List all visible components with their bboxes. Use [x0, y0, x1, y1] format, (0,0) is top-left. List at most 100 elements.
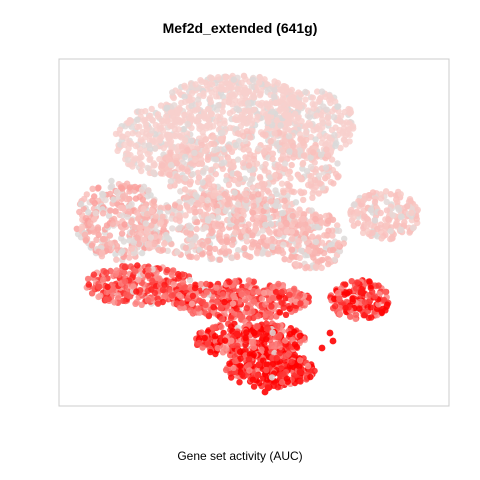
- cell-point: [182, 84, 189, 91]
- cell-point: [289, 212, 296, 220]
- cell-point: [145, 142, 153, 149]
- cell-point: [240, 207, 247, 215]
- cell-point: [260, 289, 268, 297]
- cell-point: [207, 166, 215, 174]
- cell-point: [273, 354, 280, 362]
- cell-point: [385, 216, 392, 223]
- cell-point: [258, 295, 266, 303]
- cell-point: [120, 193, 127, 200]
- cell-point: [176, 225, 183, 232]
- cell-point: [394, 204, 402, 211]
- cell-point: [281, 160, 289, 167]
- cell-point: [249, 175, 256, 182]
- cell-point: [310, 254, 317, 261]
- cell-point: [218, 315, 226, 323]
- cell-point: [253, 160, 261, 167]
- cell-point: [239, 159, 247, 167]
- cell-point: [172, 159, 180, 166]
- cell-point: [194, 96, 202, 103]
- cell-point: [183, 229, 190, 236]
- cell-point: [263, 100, 270, 107]
- cell-point: [174, 147, 181, 154]
- cell-point: [191, 284, 199, 292]
- cell-point: [201, 334, 208, 342]
- cell-point: [296, 103, 303, 111]
- cell-point: [267, 220, 275, 228]
- cell-point: [150, 198, 158, 205]
- cell-point: [286, 305, 293, 312]
- cell-point: [213, 93, 220, 100]
- cell-point: [341, 291, 348, 298]
- cell-point: [113, 256, 120, 263]
- cell-point: [282, 112, 290, 120]
- cell-point: [188, 300, 196, 307]
- cell-point: [288, 161, 295, 169]
- cell-point: [73, 225, 81, 232]
- cell-point: [184, 120, 191, 128]
- cell-point: [150, 169, 157, 176]
- cell-point: [208, 110, 216, 118]
- cell-point: [139, 196, 146, 203]
- cell-point: [228, 90, 236, 98]
- cell-point: [143, 125, 151, 133]
- cell-point: [168, 109, 175, 116]
- cell-point: [374, 225, 381, 233]
- cell-point: [85, 209, 92, 216]
- cell-point: [114, 147, 121, 154]
- cell-point: [119, 133, 126, 140]
- cell-point: [323, 132, 330, 140]
- cell-point: [350, 214, 357, 221]
- cell-point: [144, 164, 151, 172]
- cell-point: [292, 118, 300, 125]
- cell-point: [334, 160, 341, 167]
- cell-point: [198, 196, 206, 203]
- cell-point: [311, 187, 318, 194]
- cell-point: [260, 214, 268, 222]
- cell-point: [167, 178, 175, 185]
- cell-point: [250, 94, 258, 101]
- cell-point: [324, 151, 331, 158]
- cell-point: [300, 235, 308, 242]
- cell-point: [262, 221, 269, 228]
- cell-point: [156, 155, 163, 163]
- cell-point-high: [233, 330, 241, 338]
- cell-point: [371, 198, 379, 206]
- cell-point: [212, 86, 220, 93]
- cell-point: [156, 275, 163, 282]
- cell-point: [198, 160, 205, 167]
- cell-point: [236, 312, 243, 319]
- plot-frame: [58, 58, 450, 407]
- cell-point: [296, 131, 304, 138]
- cell-point: [236, 379, 243, 386]
- cell-point: [280, 370, 287, 378]
- cell-point: [192, 81, 199, 88]
- cell-point: [335, 289, 342, 297]
- cell-point: [216, 120, 223, 128]
- cell-point: [87, 220, 94, 227]
- cell-point: [216, 256, 224, 263]
- cell-point: [134, 116, 141, 123]
- cell-point: [138, 154, 145, 161]
- cell-point: [248, 83, 255, 90]
- cell-point: [103, 296, 110, 303]
- cell-point: [297, 300, 304, 307]
- cell-point: [263, 336, 270, 343]
- cell-point: [330, 180, 337, 187]
- cell-point: [265, 118, 272, 125]
- cell-point: [159, 127, 167, 134]
- cell-point: [182, 212, 189, 219]
- cell-point: [233, 305, 240, 312]
- cell-point: [121, 278, 129, 285]
- cell-point: [134, 262, 141, 269]
- cell-point: [189, 292, 197, 300]
- cell-point: [398, 226, 405, 234]
- cell-point: [194, 219, 201, 226]
- cell-point: [81, 231, 89, 238]
- cell-point: [222, 207, 229, 215]
- cell-point: [181, 93, 188, 101]
- cell-point: [236, 348, 244, 356]
- cell-point: [282, 337, 289, 344]
- cell-point: [312, 263, 320, 270]
- cell-point: [182, 98, 189, 106]
